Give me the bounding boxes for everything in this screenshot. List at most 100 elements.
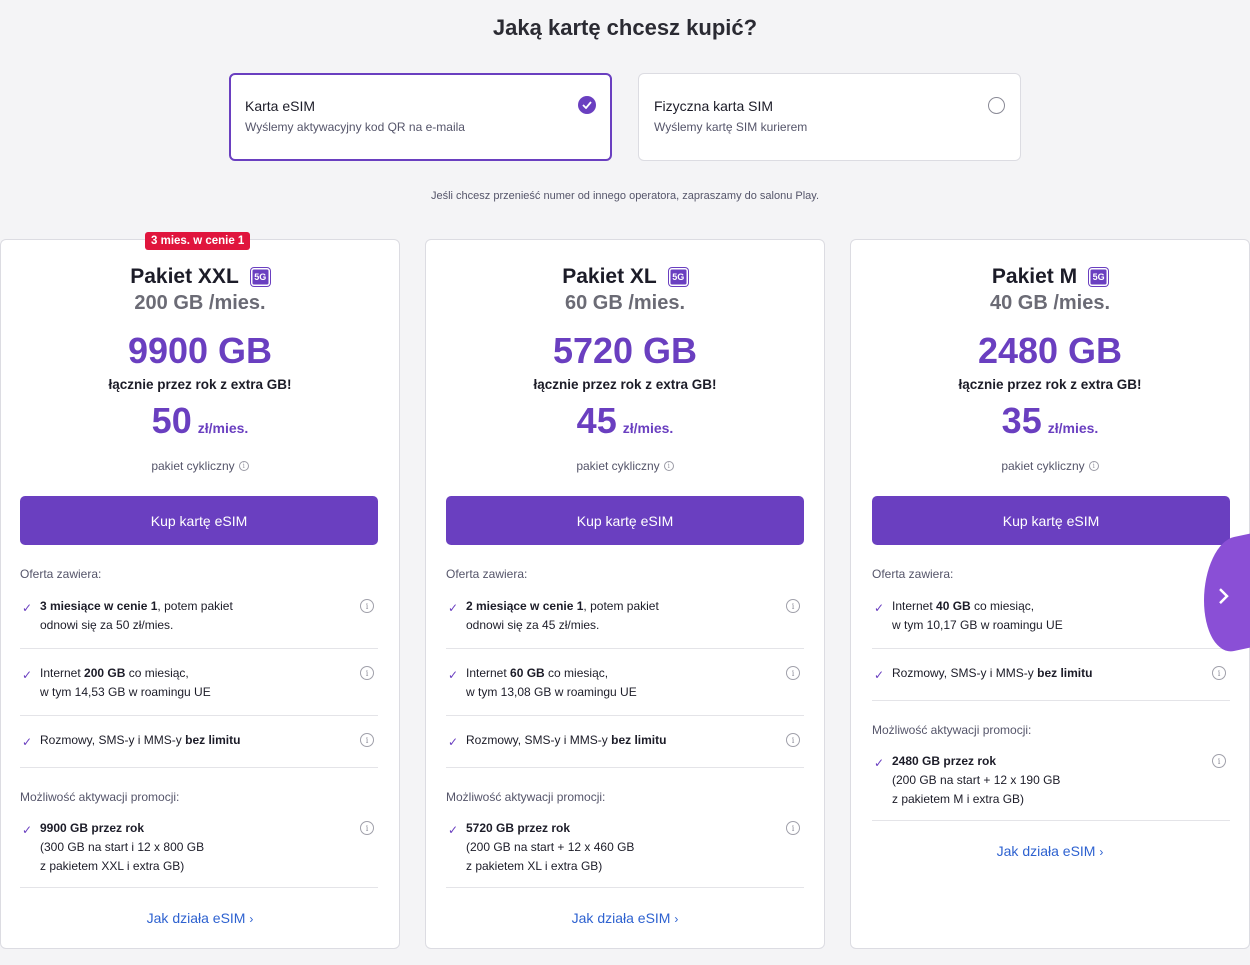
check-icon: ✓ xyxy=(22,823,33,837)
how-esim-works-link[interactable]: Jak działa eSIM › xyxy=(426,910,824,926)
promo-line2: (200 GB na start + 12 x 190 GB xyxy=(892,773,1061,787)
esim-option[interactable]: Karta eSIM Wyślemy aktywacyjny kod QR na… xyxy=(229,73,612,161)
feature-pre: Rozmowy, SMS-y i MMS-y xyxy=(466,733,612,747)
promo-line2: (300 GB na start i 12 x 800 GB xyxy=(40,840,205,854)
feature-line2: w tym 13,08 GB w roamingu UE xyxy=(466,685,637,699)
feature-bold: 40 GB xyxy=(936,599,971,613)
transfer-notice: Jeśli chcesz przenieść numer od innego o… xyxy=(430,190,820,202)
promo-item: ✓ 2480 GB przez rok (200 GB na start + 12… xyxy=(872,752,1230,809)
feature-bold: 60 GB xyxy=(510,666,545,680)
info-icon[interactable]: i xyxy=(786,599,800,613)
promo-item: ✓ 5720 GB przez rok (200 GB na start + 12… xyxy=(446,819,804,876)
plan-total-gb: 5720 GB xyxy=(552,330,698,371)
info-icon[interactable]: i xyxy=(663,461,674,471)
feature-line2: odnowi się za 50 zł/mies. xyxy=(40,618,174,632)
feature-item: ✓ Rozmowy, SMS-y i MMS-y bez limitu i xyxy=(872,664,1230,683)
feature-bold: bez limitu xyxy=(611,733,667,747)
esim-option-title: Karta eSIM xyxy=(245,98,316,114)
plan-price: 50 zł/mies. xyxy=(1,400,399,442)
plan-card-xl: Pakiet XL 5G 60 GB /mies. 5720 GB łączni… xyxy=(425,239,825,949)
check-icon: ✓ xyxy=(448,668,459,682)
feature-pre: Rozmowy, SMS-y i MMS-y xyxy=(892,666,1038,680)
buy-esim-button[interactable]: Kup kartę eSIM xyxy=(446,496,804,545)
esim-option-subtitle: Wyślemy aktywacyjny kod QR na e-maila xyxy=(245,120,465,134)
promo-line3: z pakietem XL i extra GB) xyxy=(466,859,603,873)
promo-label: Możliwość aktywacji promocji: xyxy=(872,723,1032,737)
promo-badge: 3 mies. w cenie 1 xyxy=(145,232,251,250)
divider xyxy=(446,715,804,716)
link-label: Jak działa eSIM xyxy=(996,843,1096,859)
divider xyxy=(872,700,1230,701)
divider xyxy=(872,648,1230,649)
price-value: 35 xyxy=(1001,400,1042,441)
divider xyxy=(446,648,804,649)
divider xyxy=(20,715,378,716)
plan-card-xxl: 3 mies. w cenie 1 Pakiet XXL 5G 200 GB /… xyxy=(0,232,400,949)
unchecked-radio-icon[interactable] xyxy=(988,97,1005,114)
carousel-next-button[interactable] xyxy=(1204,530,1250,658)
feature-rest: co miesiąc, xyxy=(970,599,1035,613)
feature-line2: w tym 10,17 GB w roamingu UE xyxy=(892,618,1063,632)
promo-label: Możliwość aktywacji promocji: xyxy=(20,790,180,804)
plan-gb-month: 40 GB /mies. xyxy=(989,292,1111,314)
plan-total-gb: 9900 GB xyxy=(127,330,273,371)
check-icon: ✓ xyxy=(22,668,33,682)
chevron-right-icon: › xyxy=(674,912,679,926)
check-icon: ✓ xyxy=(874,756,885,770)
info-icon[interactable]: i xyxy=(1212,754,1226,768)
physical-sim-option[interactable]: Fizyczna karta SIM Wyślemy kartę SIM kur… xyxy=(638,73,1021,161)
info-icon[interactable]: i xyxy=(360,599,374,613)
plan-title: Pakiet XXL 5G xyxy=(1,265,399,289)
check-icon: ✓ xyxy=(874,668,885,682)
check-icon: ✓ xyxy=(22,601,33,615)
chevron-right-icon: › xyxy=(1099,845,1104,859)
plan-name: Pakiet M xyxy=(991,265,1078,288)
info-icon[interactable]: i xyxy=(786,666,800,680)
plan-title: Pakiet M 5G xyxy=(851,265,1249,289)
buy-esim-button[interactable]: Kup kartę eSIM xyxy=(20,496,378,545)
feature-item: ✓ Rozmowy, SMS-y i MMS-y bez limitu i xyxy=(446,731,804,750)
checked-radio-icon[interactable] xyxy=(578,96,596,114)
promo-line3: z pakietem XXL i extra GB) xyxy=(40,859,185,873)
page-title: Jaką kartę chcesz kupić? xyxy=(492,15,758,40)
cyclic-label: pakiet cykliczny i xyxy=(851,459,1249,473)
promo-bold: 9900 GB przez rok xyxy=(40,821,145,835)
feature-bold: 3 miesiące w cenie 1 xyxy=(40,599,158,613)
divider xyxy=(20,648,378,649)
feature-rest: co miesiąc, xyxy=(125,666,189,680)
offer-label: Oferta zawiera: xyxy=(446,567,528,581)
feature-item: ✓ Internet 60 GB co miesiąc, w tym 13,08 … xyxy=(446,664,804,702)
how-esim-works-link[interactable]: Jak działa eSIM › xyxy=(851,843,1249,859)
cyclic-text: pakiet cykliczny xyxy=(151,459,235,473)
feature-line2: w tym 14,53 GB w roamingu UE xyxy=(40,685,211,699)
feature-item: ✓ 2 miesiące w cenie 1, potem pakiet odno… xyxy=(446,597,804,635)
plan-name: Pakiet XXL xyxy=(130,265,239,288)
cyclic-label: pakiet cykliczny i xyxy=(1,459,399,473)
info-icon[interactable]: i xyxy=(360,666,374,680)
feature-item: ✓ Internet 40 GB co miesiąc, w tym 10,17 … xyxy=(872,597,1230,635)
price-unit: zł/mies. xyxy=(197,420,249,436)
how-esim-works-link[interactable]: Jak działa eSIM › xyxy=(1,910,399,926)
info-icon[interactable]: i xyxy=(360,821,374,835)
info-icon[interactable]: i xyxy=(360,733,374,747)
promo-item: ✓ 9900 GB przez rok (300 GB na start i 12… xyxy=(20,819,378,876)
price-value: 45 xyxy=(576,400,617,441)
link-label: Jak działa eSIM xyxy=(571,910,671,926)
buy-esim-button[interactable]: Kup kartę eSIM xyxy=(872,496,1230,545)
promo-line3: z pakietem M i extra GB) xyxy=(892,792,1025,806)
plan-total-gb: 2480 GB xyxy=(977,330,1123,371)
info-icon[interactable]: i xyxy=(1212,666,1226,680)
info-icon[interactable]: i xyxy=(238,461,249,471)
promo-line2: (200 GB na start + 12 x 460 GB xyxy=(466,840,635,854)
plan-name: Pakiet XL xyxy=(562,265,657,288)
5g-badge-icon: 5G xyxy=(1089,268,1109,286)
promo-bold: 2480 GB przez rok xyxy=(892,754,997,768)
feature-pre: Internet xyxy=(40,666,85,680)
physical-sim-option-subtitle: Wyślemy kartę SIM kurierem xyxy=(654,120,808,134)
info-icon[interactable]: i xyxy=(1088,461,1099,471)
chevron-right-icon: › xyxy=(249,912,254,926)
info-icon[interactable]: i xyxy=(786,733,800,747)
info-icon[interactable]: i xyxy=(786,821,800,835)
check-icon: ✓ xyxy=(448,823,459,837)
check-icon: ✓ xyxy=(448,735,459,749)
